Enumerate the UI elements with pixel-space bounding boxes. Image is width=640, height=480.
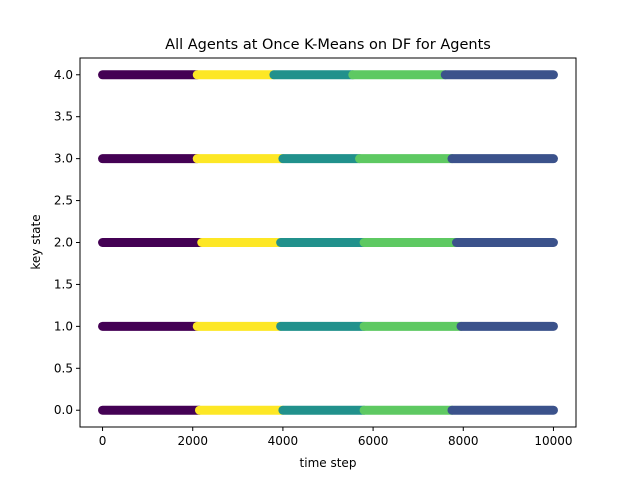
x-tick-label: 4000 xyxy=(268,434,299,448)
y-tick-label: 0.0 xyxy=(54,403,73,417)
y-tick-label: 1.0 xyxy=(54,319,73,333)
plot-area xyxy=(98,70,558,415)
y-tick-label: 2.0 xyxy=(54,236,73,250)
x-tick-label: 6000 xyxy=(358,434,389,448)
x-tick-label: 0 xyxy=(99,434,107,448)
y-tick-label: 3.5 xyxy=(54,110,73,124)
y-tick-label: 1.5 xyxy=(54,277,73,291)
y-tick-label: 2.5 xyxy=(54,194,73,208)
x-tick-label: 10000 xyxy=(534,434,572,448)
y-tick-label: 3.0 xyxy=(54,152,73,166)
y-axis-label: key state xyxy=(29,214,43,269)
x-tick-label: 8000 xyxy=(448,434,479,448)
x-tick-label: 2000 xyxy=(177,434,208,448)
y-axis: 0.0 0.5 1.0 1.5 2.0 2.5 3.0 3.5 4.0 xyxy=(54,68,80,417)
x-axis-label: time step xyxy=(300,456,357,470)
y-tick-label: 0.5 xyxy=(54,361,73,375)
chart-title: All Agents at Once K-Means on DF for Age… xyxy=(165,37,491,53)
y-tick-label: 4.0 xyxy=(54,68,73,82)
x-axis: 0 2000 4000 6000 8000 10000 xyxy=(99,427,573,448)
